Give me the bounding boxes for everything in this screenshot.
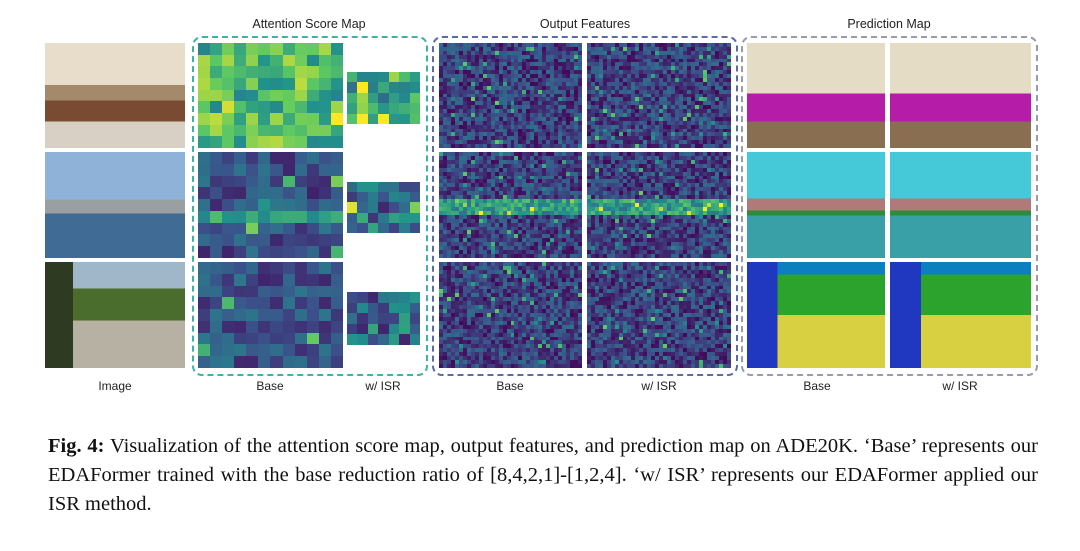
label-pred-base: Base <box>803 379 831 393</box>
output-features-isr-street <box>587 262 731 368</box>
prediction-box <box>741 36 1038 376</box>
caption-text: Visualization of the attention score map… <box>48 435 1038 515</box>
output-features-isr-city-waterfront <box>587 152 731 258</box>
output-box <box>432 36 738 376</box>
label-out-isr: w/ ISR <box>641 379 677 393</box>
attention-map-base-bedroom <box>198 43 343 148</box>
header-attention-score-map: Attention Score Map <box>252 17 366 31</box>
attention-map-isr-street <box>347 292 420 345</box>
label-att-isr: w/ ISR <box>365 379 401 393</box>
output-features-base-bedroom <box>439 43 582 148</box>
prediction-isr-bedroom <box>890 43 1031 148</box>
prediction-base-city-waterfront <box>747 152 885 258</box>
prediction-base-street <box>747 262 885 368</box>
output-features-isr-bedroom <box>587 43 731 148</box>
header-output-features: Output Features <box>539 17 631 31</box>
input-image-city-waterfront <box>45 152 185 258</box>
prediction-isr-city-waterfront <box>890 152 1031 258</box>
input-image-street <box>45 262 185 368</box>
label-image: Image <box>98 379 132 393</box>
attention-map-base-street <box>198 262 343 368</box>
header-prediction-map: Prediction Map <box>847 17 931 31</box>
label-pred-isr: w/ ISR <box>942 379 978 393</box>
attention-map-isr-city-waterfront <box>347 182 420 233</box>
output-features-base-street <box>439 262 582 368</box>
prediction-base-bedroom <box>747 43 885 148</box>
input-image-bedroom <box>45 43 185 148</box>
label-out-base: Base <box>496 379 524 393</box>
attention-box <box>192 36 428 376</box>
attention-map-isr-bedroom <box>347 72 420 124</box>
attention-map-base-city-waterfront <box>198 152 343 258</box>
figure-caption: Fig. 4: Visualization of the attention s… <box>48 432 1038 519</box>
label-att-base: Base <box>256 379 284 393</box>
output-features-base-city-waterfront <box>439 152 582 258</box>
caption-label: Fig. 4: <box>48 435 105 457</box>
prediction-isr-street <box>890 262 1031 368</box>
